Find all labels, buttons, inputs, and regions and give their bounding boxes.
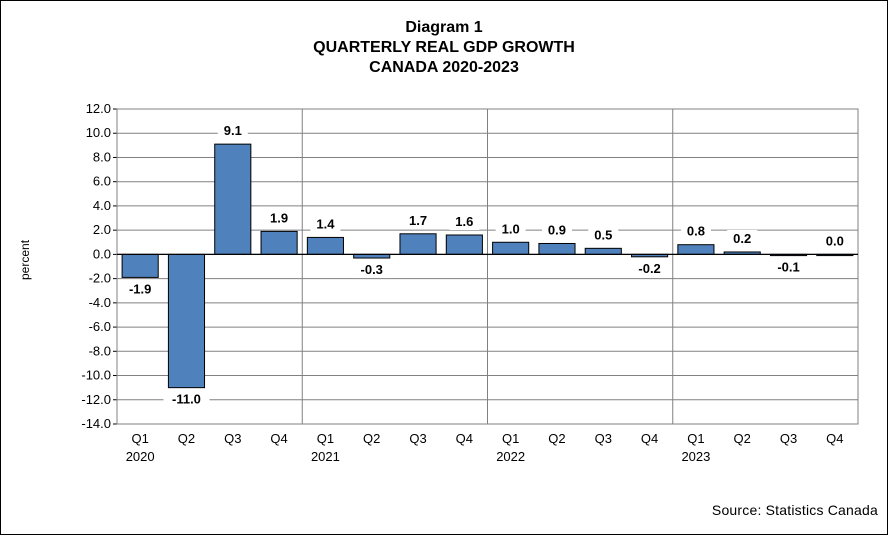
value-label-bg xyxy=(310,215,341,233)
bar xyxy=(584,247,622,255)
y-tick-label: -4.0 xyxy=(89,295,111,310)
value-label: 1.7 xyxy=(409,213,427,228)
y-tick-label: -10.0 xyxy=(81,368,111,383)
y-tick-label: 6.0 xyxy=(93,174,111,189)
x-tick-label: Q3 xyxy=(780,431,797,446)
y-tick-label: -2.0 xyxy=(89,271,111,286)
x-tick-label: Q4 xyxy=(641,431,658,446)
value-label-bg xyxy=(403,211,434,229)
value-label-bg xyxy=(680,222,711,240)
value-label-bg xyxy=(264,209,295,227)
value-label: 1.0 xyxy=(502,221,520,236)
x-year-label: 2021 xyxy=(311,449,340,464)
value-label-bg xyxy=(121,280,160,298)
x-tick-label: Q2 xyxy=(178,431,195,446)
value-label: -0.2 xyxy=(638,261,660,276)
value-label: 0.2 xyxy=(733,231,751,246)
value-label: 1.6 xyxy=(455,214,473,229)
value-label-bg xyxy=(541,221,572,239)
value-label-bg xyxy=(630,259,669,277)
value-label: -0.1 xyxy=(777,260,799,275)
y-tick-label: 8.0 xyxy=(93,149,111,164)
value-label: 1.9 xyxy=(270,210,288,225)
x-tick-label: Q2 xyxy=(734,431,751,446)
value-label: 0.0 xyxy=(826,233,844,248)
x-year-label: 2022 xyxy=(496,449,525,464)
value-label-bg xyxy=(217,122,248,140)
x-tick-label: Q4 xyxy=(826,431,843,446)
x-tick-label: Q1 xyxy=(131,431,148,446)
bar xyxy=(399,233,437,255)
y-tick-label: -14.0 xyxy=(81,416,111,431)
value-label-bg xyxy=(727,229,758,247)
x-tick-label: Q1 xyxy=(502,431,519,446)
y-tick-label: 0.0 xyxy=(93,246,111,261)
y-tick-label: 12.0 xyxy=(86,101,111,116)
y-tick-label: -6.0 xyxy=(89,319,111,334)
value-label: 9.1 xyxy=(224,123,242,138)
x-tick-label: Q1 xyxy=(687,431,704,446)
bar xyxy=(121,253,159,278)
x-tick-label: Q3 xyxy=(409,431,426,446)
value-label-bg xyxy=(449,213,480,230)
x-tick-label: Q4 xyxy=(456,431,473,446)
value-label-bg xyxy=(352,261,391,279)
value-label-bg xyxy=(495,220,526,238)
chart-title-line-3: CANADA 2020-2023 xyxy=(369,59,519,76)
x-tick-label: Q2 xyxy=(363,431,380,446)
x-year-label: 2020 xyxy=(126,449,155,464)
value-label: 1.4 xyxy=(316,216,335,231)
x-tick-label: Q3 xyxy=(595,431,612,446)
y-tick-label: 2.0 xyxy=(93,222,111,237)
value-label: -1.9 xyxy=(129,281,151,296)
y-tick-label: -12.0 xyxy=(81,392,111,407)
y-tick-label: 4.0 xyxy=(93,198,111,213)
labels-layer: 12.0 10.0 8.0 6.0 4.0 2.0 0.0 -2.0 -4.0 -6.0 -8.0 -… xyxy=(81,101,850,464)
y-tick-label: 10.0 xyxy=(86,125,111,140)
source-note: Source: Statistics Canada xyxy=(711,502,878,518)
x-tick-label: Q2 xyxy=(548,431,565,446)
value-label: 0.5 xyxy=(594,227,612,242)
value-label: -11.0 xyxy=(172,392,201,407)
bar xyxy=(492,241,530,255)
value-label-bg xyxy=(819,232,850,250)
x-tick-label: Q3 xyxy=(224,431,241,446)
chart-title-line-1: Diagram 1 xyxy=(405,19,483,36)
bar xyxy=(445,234,483,255)
value-label: 0.8 xyxy=(687,224,705,239)
value-label: -0.3 xyxy=(361,262,383,277)
bar xyxy=(538,242,576,255)
value-label-bg xyxy=(588,226,619,244)
y-tick-label: -8.0 xyxy=(89,343,111,358)
value-label-bg xyxy=(163,390,210,408)
bar xyxy=(306,236,344,255)
value-label-bg xyxy=(769,258,808,276)
bar xyxy=(260,230,298,255)
chart-title-line-2: QUARTERLY REAL GDP GROWTH xyxy=(313,39,575,56)
x-tick-label: Q1 xyxy=(317,431,334,446)
x-year-label: 2023 xyxy=(681,449,710,464)
bar xyxy=(167,253,206,389)
x-tick-label: Q4 xyxy=(270,431,287,446)
value-label: 0.9 xyxy=(548,222,566,237)
axis-layer xyxy=(113,108,859,425)
bar xyxy=(214,143,252,255)
plot-area xyxy=(116,108,859,425)
bar xyxy=(677,244,715,255)
